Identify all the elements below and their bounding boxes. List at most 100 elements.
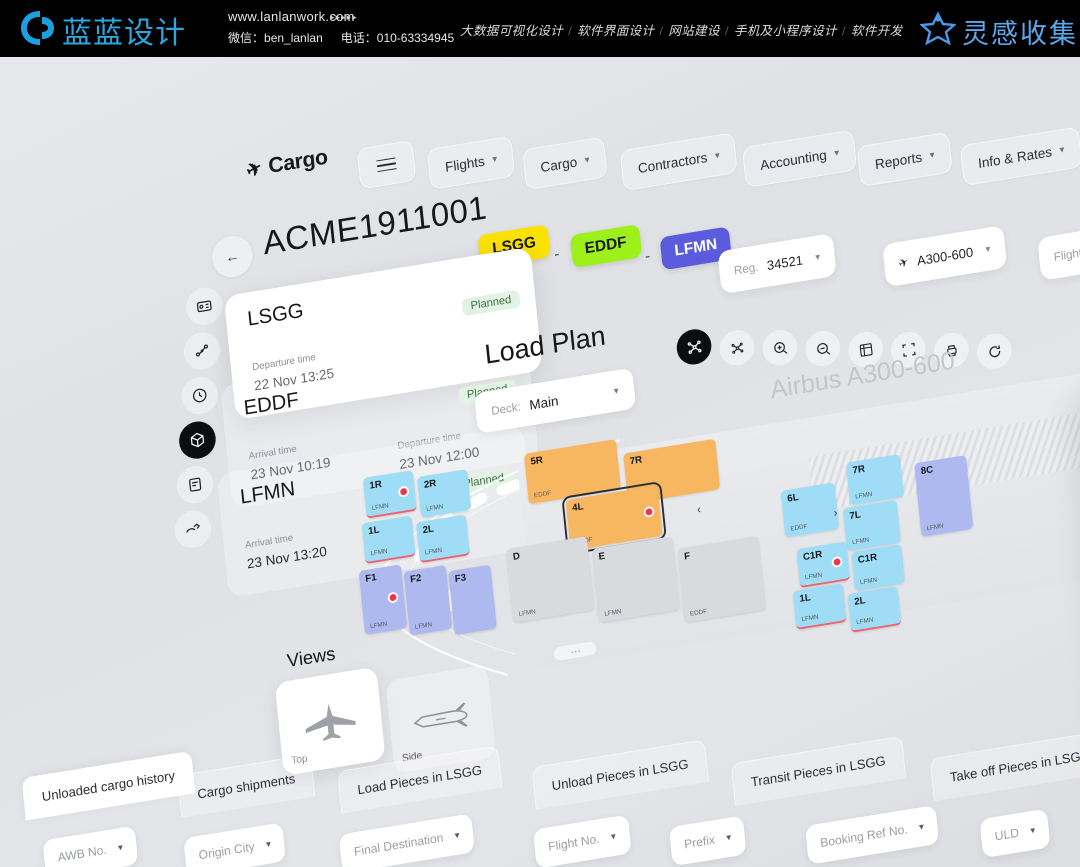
alert-dot-icon[interactable] xyxy=(643,505,655,519)
route-network-icon[interactable] xyxy=(181,329,223,373)
tab-label: Cargo shipments xyxy=(196,771,296,802)
cargo-position-cell[interactable]: 1L LFMN xyxy=(792,583,847,630)
cargo-position-cell[interactable]: C1R LFMN xyxy=(851,544,905,591)
nav-label: Reports xyxy=(874,148,923,172)
app-logo: ✈Cargo xyxy=(243,144,329,183)
service-item: 网站建设 xyxy=(668,24,720,38)
route-badge-mid[interactable]: EDDF xyxy=(569,224,642,269)
airplane-small-icon: ✈ xyxy=(896,254,911,272)
tab-transit-pieces[interactable]: Transit Pieces in LSGG xyxy=(730,735,906,807)
move-nodes-icon[interactable] xyxy=(675,326,714,368)
cargo-position-dest: LFMN xyxy=(801,613,819,624)
invoice-icon[interactable] xyxy=(175,463,216,506)
cargo-position-cell[interactable]: 1R LFMN xyxy=(362,470,417,519)
airplane-icon: ✈ xyxy=(243,157,266,183)
cargo-position-code: F1 xyxy=(364,572,378,585)
cargo-position-cell[interactable]: 2L LFMN xyxy=(847,586,902,633)
cargo-box-icon[interactable] xyxy=(177,418,218,462)
cargo-position-cell[interactable]: F2 LFMN xyxy=(403,564,453,636)
cargo-position-cell[interactable]: E LFMN xyxy=(591,536,680,623)
chevron-down-icon: ▾ xyxy=(725,831,732,844)
zoom-out-icon[interactable] xyxy=(803,328,842,369)
cargo-position-cell[interactable]: 2R LFMN xyxy=(417,469,472,518)
handover-icon[interactable] xyxy=(172,507,213,551)
back-button[interactable]: ← xyxy=(210,233,255,281)
cargo-position-code: 1L xyxy=(367,524,381,538)
cargo-position-dest: LFMN xyxy=(854,490,873,501)
service-item: 手机及小程序设计 xyxy=(733,24,838,38)
nav-item-reports[interactable]: Reports ▾ xyxy=(856,131,953,188)
cargo-position-cell[interactable]: 8C LFMN xyxy=(914,455,974,537)
alert-dot-icon[interactable] xyxy=(831,555,843,569)
hamburger-menu-icon[interactable] xyxy=(356,139,417,190)
view-option-top[interactable]: Top xyxy=(274,666,386,776)
view-option-side[interactable]: Side xyxy=(385,664,497,774)
filter-prefix[interactable]: Prefix ▾ xyxy=(668,815,747,867)
cargo-position-cell[interactable]: 1L LFMN xyxy=(361,515,416,565)
service-item: 软件界面设计 xyxy=(577,24,655,38)
documents-icon[interactable] xyxy=(184,284,225,328)
cargo-position-cell[interactable]: 6L EDDF xyxy=(780,482,840,538)
page-title: ACME1911001 xyxy=(261,189,489,263)
filter-origin-city[interactable]: Origin City ▾ xyxy=(183,822,287,867)
cargo-position-cell[interactable]: F1 LFMN xyxy=(358,564,408,635)
nav-item-info-rates[interactable]: Info & Rates ▾ xyxy=(959,126,1080,187)
fit-screen-icon[interactable] xyxy=(889,329,928,370)
filter-label: AWB No. xyxy=(57,843,108,865)
scatter-icon[interactable] xyxy=(717,327,756,368)
alert-dot-icon[interactable] xyxy=(397,485,410,498)
leg-airport-code: LSGG xyxy=(246,299,305,331)
cargo-position-code: C1R xyxy=(802,549,823,563)
cargo-position-cell[interactable]: F3 xyxy=(448,564,497,636)
filter-label: Prefix xyxy=(683,832,716,852)
cargo-position-dest: EDDF xyxy=(533,489,552,500)
filter-booking-ref-no[interactable]: Booking Ref No. ▾ xyxy=(805,804,940,865)
flight-id-field[interactable]: Flight ID. ACME1911001 xyxy=(1037,210,1080,281)
nav-item-flights[interactable]: Flights ▾ xyxy=(426,135,516,191)
tab-label: Unload Pieces in LSGG xyxy=(551,756,690,794)
refresh-icon[interactable] xyxy=(975,331,1014,372)
nav-item-accounting[interactable]: Accounting ▾ xyxy=(741,129,858,189)
filter-flight-no[interactable]: Flight No. ▾ xyxy=(532,814,632,867)
cargo-position-dest: LFMN xyxy=(370,547,388,558)
phone-value: 010-63334945 xyxy=(376,31,455,45)
aircraft-load-diagram: Airbus A300-600 1R LFMN 2R LFMN 1L LFMN 2L LFMN… xyxy=(350,328,1080,754)
zoom-in-icon[interactable] xyxy=(760,327,799,368)
cargo-position-code: F2 xyxy=(409,572,422,586)
cargo-position-cell[interactable]: D LFMN xyxy=(506,536,595,623)
cargo-position-cell[interactable]: C1R LFMN xyxy=(796,541,851,589)
nav-item-cargo[interactable]: Cargo ▾ xyxy=(522,136,608,191)
filter-uld[interactable]: ULD ▾ xyxy=(979,808,1051,859)
cargo-app-window: ✈Cargo Flights ▾ Cargo ▾ Contractors ▾ Acco… xyxy=(0,57,1080,867)
cargo-position-cell[interactable]: 7L LFMN xyxy=(842,499,901,552)
nav-label: Contractors xyxy=(637,149,709,176)
measure-icon[interactable] xyxy=(846,329,885,370)
tab-unloaded-cargo-history[interactable]: Unloaded cargo history xyxy=(21,750,196,821)
cargo-position-cell[interactable]: 7R LFMN xyxy=(845,454,904,506)
app-stage: ✈Cargo Flights ▾ Cargo ▾ Contractors ▾ Acco… xyxy=(0,57,1080,867)
tab-cargo-shipments[interactable]: Cargo shipments xyxy=(176,753,316,819)
print-icon[interactable] xyxy=(932,330,971,371)
cargo-position-code: D xyxy=(512,551,521,563)
tab-label: Transit Pieces in LSGG xyxy=(750,753,887,790)
alert-dot-icon[interactable] xyxy=(387,591,399,604)
chevron-down-icon: ▾ xyxy=(265,838,272,850)
wechat-label: 微信： xyxy=(228,31,265,45)
cargo-position-code: 8C xyxy=(920,464,934,478)
nav-item-contractors[interactable]: Contractors ▾ xyxy=(619,132,739,192)
cargo-position-cell[interactable]: F EDDF xyxy=(677,535,766,623)
aircraft-type-field[interactable]: ✈ A300-600 ▾ xyxy=(882,225,1007,288)
filter-final-destination[interactable]: Final Destination ▾ xyxy=(338,813,475,867)
filter-label: Flight No. xyxy=(547,831,601,854)
cargo-position-cell[interactable]: 2L LFMN xyxy=(416,514,470,564)
filter-awb-no[interactable]: AWB No. ▾ xyxy=(42,825,139,867)
registration-field[interactable]: Reg. 34521 ▾ xyxy=(717,233,837,295)
aircraft-type-value: A300-600 xyxy=(916,244,974,268)
chevron-down-icon: ▾ xyxy=(584,154,591,166)
banner-logo-text: 蓝蓝设计 xyxy=(62,16,186,51)
tab-takeoff-pieces[interactable]: Take off Pieces in LSGG xyxy=(929,730,1080,802)
tab-unload-pieces[interactable]: Unload Pieces in LSGG xyxy=(531,739,709,810)
clock-icon[interactable] xyxy=(179,374,220,417)
phone-label: 电话： xyxy=(340,31,377,45)
chevron-down-icon: ▾ xyxy=(1029,824,1036,837)
